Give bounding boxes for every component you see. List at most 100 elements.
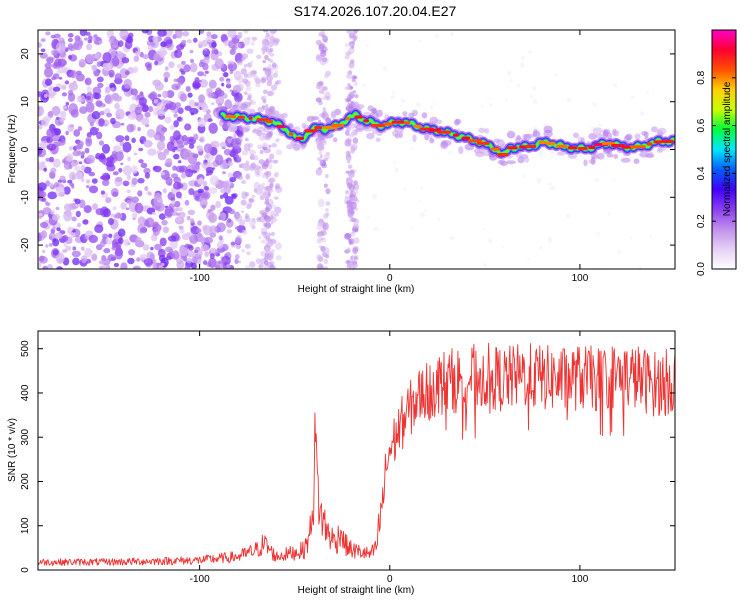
spectral-noise-blob (96, 131, 103, 140)
spectral-noise-blob (317, 157, 322, 162)
spectral-noise-blob (203, 48, 208, 52)
spectral-noise-blob (173, 130, 181, 141)
y-tick-label: 10 (20, 96, 31, 108)
ridge-halo-blob (402, 111, 408, 117)
spectral-noise-blob (232, 38, 240, 44)
spectral-noise-blob (275, 80, 280, 85)
spectral-noise-blob (215, 154, 224, 166)
ridge-halo-blob (217, 102, 223, 111)
spectral-noise-blob (126, 174, 131, 181)
ridge-halo-blob (429, 138, 435, 144)
spectral-noise-blob (316, 83, 322, 90)
spectral-noise-blob (187, 92, 193, 98)
spectral-noise-blob (171, 200, 176, 205)
spectral-noise-blob (228, 160, 232, 163)
spectral-noise-blob (199, 30, 205, 34)
spectral-noise-blob (631, 95, 635, 100)
spectral-noise-blob (184, 168, 194, 178)
spectral-noise-blob (316, 232, 323, 238)
spectral-noise-blob (83, 166, 92, 174)
spectral-noise-blob (108, 69, 115, 78)
spectral-noise-blob (88, 234, 99, 244)
spectral-noise-blob (204, 186, 209, 191)
spectral-noise-blob (120, 162, 124, 166)
spectral-noise-blob (58, 37, 65, 44)
spectral-noise-blob (189, 49, 194, 54)
spectral-noise-blob (144, 186, 149, 191)
spectral-noise-blob (141, 117, 150, 126)
spectral-noise-blob (349, 179, 353, 183)
spectral-noise-blob (127, 242, 131, 246)
spectral-noise-blob (177, 77, 184, 86)
spectral-noise-blob (251, 224, 256, 230)
spectral-noise-blob (267, 241, 274, 247)
spectral-noise-blob (264, 35, 272, 40)
spectral-noise-blob (197, 41, 204, 49)
spectral-noise-blob (344, 86, 351, 91)
spectral-noise-blob (113, 262, 119, 268)
snr-panel: -100 0 100 0 100 200 300 400 500 Height of stra… (7, 330, 676, 596)
spectral-noise-blob (143, 258, 153, 266)
ridge-halo-blob (265, 108, 273, 116)
spectral-noise-blob (166, 39, 173, 45)
spectral-noise-blob (267, 188, 274, 193)
ridge-halo-blob (265, 132, 273, 138)
spectral-noise-blob (59, 175, 66, 181)
spectral-noise-blob (181, 60, 186, 66)
ridge-halo-blob (493, 138, 500, 143)
spectral-noise-blob (137, 190, 143, 197)
spectral-noise-blob (99, 266, 103, 269)
spectrogram-y-ticks: -20 -10 0 10 20 (20, 48, 675, 252)
spectral-noise-blob (175, 216, 183, 223)
ridge-halo-blob (484, 128, 490, 134)
spectral-noise-blob (38, 143, 41, 146)
spectral-noise-blob (482, 228, 485, 231)
spectral-noise-blob (165, 246, 173, 253)
spectral-noise-blob (274, 213, 279, 217)
spectral-noise-blob (67, 92, 76, 102)
ridge-peak (525, 144, 537, 149)
spectral-noise-blob (126, 189, 131, 194)
ridge-halo-blob (557, 151, 566, 156)
spectral-noise-blob (53, 128, 62, 136)
spectral-noise-blob (243, 63, 248, 68)
spectral-noise-blob (43, 93, 48, 98)
spectral-noise-blob (344, 54, 350, 60)
spectral-noise-blob (166, 141, 175, 152)
spectral-noise-blob (201, 191, 211, 200)
spectral-noise-blob (189, 62, 198, 73)
spectral-noise-blob (258, 236, 262, 240)
spectral-noise-blob (112, 145, 122, 152)
spectral-noise-blob (346, 200, 351, 206)
spectral-noise-blob (316, 263, 324, 269)
snr-y-axis-label: SNR (10 * v/v) (7, 418, 18, 482)
spectral-noise-blob (197, 71, 205, 77)
spectral-noise-blob (61, 84, 67, 91)
ridge-peak (256, 118, 269, 122)
spectral-noise-blob (246, 48, 254, 54)
spectral-noise-blob (207, 209, 212, 213)
spectral-noise-blob (101, 159, 106, 165)
spectral-noise-blob (94, 224, 104, 233)
spectral-noise-blob (325, 188, 331, 195)
ridge-halo-blob (222, 121, 230, 130)
spectral-noise-blob (40, 230, 48, 239)
ridge-halo-blob (520, 154, 529, 159)
spectral-noise-blob (366, 44, 369, 47)
spectral-noise-blob (240, 68, 247, 75)
spectral-noise-blob (144, 172, 150, 179)
spectral-noise-blob (64, 80, 70, 85)
spectral-noise-blob (60, 110, 67, 119)
spectral-noise-blob (206, 87, 213, 93)
spectral-noise-blob (75, 143, 84, 150)
ridge-halo-blob (532, 130, 541, 138)
ridge-peak (519, 145, 527, 149)
ridge-halo-blob (227, 125, 235, 132)
spectral-noise-blob (186, 257, 193, 264)
spectral-noise-blob (245, 201, 252, 208)
spectral-noise-blob (248, 218, 257, 226)
spectral-noise-blob (482, 263, 488, 267)
ridge-peak (461, 136, 471, 140)
spectral-noise-blob (68, 73, 72, 78)
spectral-noise-blob (124, 70, 130, 76)
